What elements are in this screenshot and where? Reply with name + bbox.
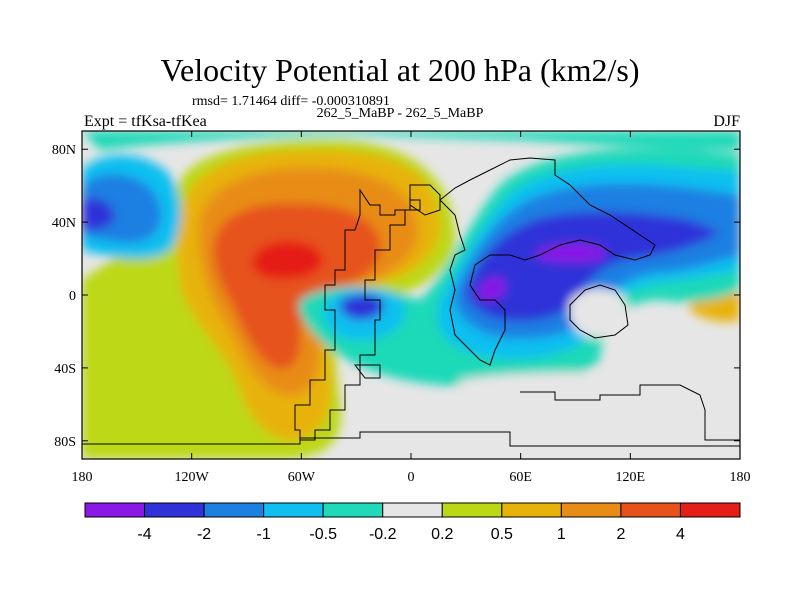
- coastline-eurasia: [439, 157, 656, 366]
- positive-south-pacific: [82, 319, 144, 345]
- colorbar-label: 0.2: [431, 526, 453, 543]
- negative-pacific-west-core: [82, 198, 115, 231]
- positive-region-4: [251, 241, 323, 280]
- coastline-greenland: [409, 184, 441, 216]
- colorbar-label: -0.5: [309, 526, 337, 543]
- experiment-label: Expt = tfKsa-tfKea: [84, 113, 207, 130]
- neutral-indian-ocean: [568, 288, 626, 338]
- case-subtitle: 262_5_MaBP - 262_5_MaBP: [316, 106, 484, 121]
- colorbar-swatch: [679, 502, 741, 518]
- chart-title: Velocity Potential at 200 hPa (km2/s): [160, 52, 640, 88]
- coastline-antarctica: [82, 431, 740, 447]
- y-axis: 80N 40N 0 40S 80S: [52, 143, 740, 450]
- y-tick-label: 40S: [54, 362, 76, 377]
- colorbar-label: 0.5: [491, 526, 513, 543]
- colorbar-swatch: [501, 502, 562, 518]
- negative-region-2: [466, 212, 720, 322]
- colorbar-label: 2: [616, 526, 625, 543]
- colorbar-label: 1: [557, 526, 566, 543]
- negative-south-atlantic-inner: [339, 294, 384, 320]
- colorbar-swatch: [560, 502, 622, 518]
- colorbar-label: 4: [676, 526, 685, 543]
- x-tick-label: 60E: [509, 470, 532, 485]
- colorbar-swatch: [322, 502, 384, 518]
- colorbar-label: -2: [197, 526, 211, 543]
- coastline-americas: [294, 188, 421, 441]
- contour-fill: [82, 131, 740, 459]
- colorbar-swatch: [263, 502, 324, 518]
- y-tick-label: 0: [69, 289, 76, 304]
- y-tick-label: 40N: [52, 216, 76, 231]
- colorbar-label: -1: [257, 526, 271, 543]
- colorbar-swatch: [203, 502, 265, 518]
- colorbar-swatch: [144, 502, 205, 518]
- x-tick-label: 120E: [616, 470, 646, 485]
- season-label: DJF: [713, 113, 740, 130]
- negative-arctic-north: [82, 131, 740, 150]
- x-tick-label: 180: [730, 470, 751, 485]
- x-tick-label: 180: [72, 470, 93, 485]
- positive-region-2: [213, 203, 381, 369]
- coastline-tierra: [353, 364, 381, 379]
- negative-region-4: [535, 243, 606, 262]
- y-tick-label: 80S: [54, 435, 76, 450]
- colorbar-label: -4: [137, 526, 151, 543]
- rmsd-stats: rmsd= 1.71464 diff= -0.000310891: [192, 94, 390, 109]
- x-tick-label: 120W: [175, 470, 210, 485]
- colorbar-swatch: [382, 502, 443, 518]
- colorbar-swatch: [620, 502, 681, 518]
- coastline-australia: [569, 284, 629, 339]
- colorbar-swatch: [441, 502, 503, 518]
- negative-region-4-east-africa: [477, 276, 506, 300]
- colorbar-label: -0.2: [369, 526, 397, 543]
- colorbar-swatch: [84, 502, 146, 518]
- neutral-southern-ocean: [440, 372, 740, 459]
- x-axis: 180 120W 60W 0 60E 120E 180: [72, 131, 751, 485]
- coastlines: [82, 157, 740, 447]
- coastline-southern-shelf: [520, 384, 740, 441]
- y-tick-label: 80N: [52, 143, 76, 158]
- colorbar: -4 -2 -1 -0.5 -0.2 0.2 0.5 1 2 4: [84, 502, 741, 543]
- x-tick-label: 0: [408, 470, 415, 485]
- x-tick-label: 60W: [288, 470, 316, 485]
